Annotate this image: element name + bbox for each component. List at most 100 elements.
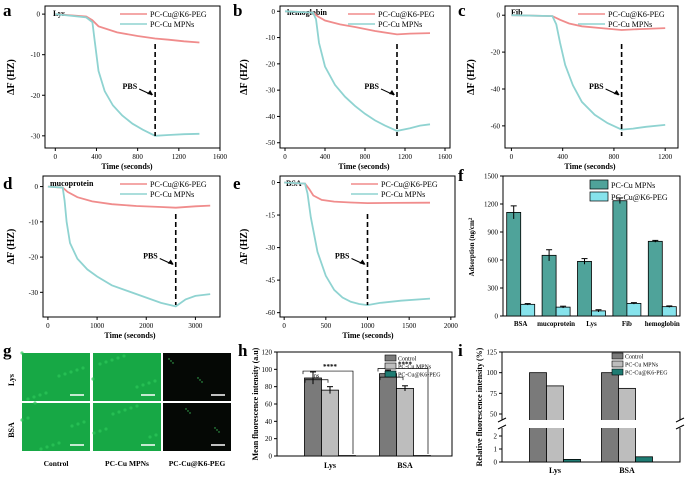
row-label-g: Lys (7, 374, 16, 386)
pbs-label-d: PBS (143, 252, 158, 261)
bar-f (577, 260, 592, 317)
pbs-arrowhead-b (389, 90, 395, 95)
panel-letter-a: a (3, 1, 12, 20)
fluor-spot-g (187, 410, 189, 412)
y-tick-label-i: 125 (487, 349, 498, 357)
x-tick-label-d: 0 (46, 322, 50, 330)
bar-f (520, 303, 536, 317)
y-tick-label-d: -20 (29, 254, 39, 262)
series-line-c (511, 14, 666, 31)
y-tick-label-e: -60 (266, 309, 276, 317)
y-tick-label-b: -20 (266, 60, 276, 68)
fluor-spot-g (185, 408, 187, 410)
x-tick-label-b: 1600 (438, 153, 453, 161)
x-tick-label-c: 800 (609, 153, 620, 161)
fluor-spot-g (26, 397, 30, 401)
micrograph-g (22, 353, 90, 401)
series-line-b (284, 10, 431, 132)
fluor-spot-g (57, 441, 61, 445)
fluor-spot-g (82, 420, 86, 424)
sig-label-h: **** (398, 360, 413, 368)
x-tick-label-e: 500 (321, 322, 332, 330)
y-tick-label-h: 80 (265, 383, 273, 391)
col-label-g: PC-Cu MPNs (105, 459, 149, 468)
fluor-spot-g (63, 372, 67, 376)
x-axis-label-e: Time (seconds) (342, 331, 394, 340)
fluor-spot-g (116, 356, 120, 360)
x-axis-label-d: Time (seconds) (104, 331, 156, 340)
y-tick-label-h: 100 (262, 366, 273, 374)
fluor-spot-g (199, 379, 201, 381)
panel-letter-e: e (233, 174, 241, 193)
plot-frame-c (504, 5, 679, 149)
y-tick-label-c: -20 (491, 49, 501, 57)
y-tick-label-a: -20 (31, 92, 41, 100)
series-line-d (47, 185, 211, 308)
y-tick-label-f: 0 (495, 313, 499, 321)
bar-h (396, 387, 414, 457)
fluor-spot-g (69, 370, 73, 374)
bar-h (304, 377, 322, 457)
x-tick-label-c: 1200 (658, 153, 673, 161)
fluor-spot-g (117, 410, 121, 414)
pbs-label-c: PBS (589, 82, 604, 91)
micrograph-g (93, 353, 161, 401)
bar-i (563, 458, 581, 463)
micrograph-g (93, 403, 161, 451)
protein-label-c: Fib (511, 8, 523, 17)
fluor-spot-g (154, 433, 158, 437)
micrograph-g (163, 353, 231, 401)
legend-label-e: PC-Cu MPNs (381, 190, 425, 199)
panel-letter-g: g (3, 341, 12, 360)
legend-swatch-h (384, 370, 397, 378)
legend-label-i: PC-Cu MPNs (625, 363, 659, 369)
fluor-spot-g (91, 377, 95, 381)
pbs-label-e: PBS (335, 252, 350, 261)
y-tick-label-h: 120 (262, 349, 273, 357)
bar-f (661, 306, 677, 317)
y-tick-label-a: 0 (37, 11, 41, 19)
y-tick-label-f: 1500 (484, 173, 499, 181)
y-tick-label-e: -45 (266, 277, 276, 285)
legend-label-b: PC-Cu@K6-PEG (378, 10, 435, 19)
plot-frame-b (279, 5, 451, 149)
pbs-arrowhead-a (147, 90, 154, 95)
fluor-spot-g (153, 379, 157, 383)
panel-letter-h: h (238, 341, 248, 360)
x-tick-label-c: 0 (510, 153, 514, 161)
legend-label-a: PC-Cu@K6-PEG (150, 10, 207, 19)
legend-swatch-i (611, 368, 624, 376)
legend-label-b: PC-Cu MPNs (378, 20, 422, 29)
pbs-label-a: PBS (122, 82, 137, 91)
axis-break-mark-i (675, 424, 685, 430)
y-tick-label-i: 75 (490, 390, 498, 398)
y-axis-label-f: Adsorption (ng/cm2 (468, 217, 476, 276)
fluor-spot-g (110, 358, 114, 362)
x-tick-label-h: BSA (397, 461, 413, 470)
x-tick-label-f: mucoprotein (537, 320, 575, 328)
sig-label-h: **** (323, 363, 338, 371)
y-tick-label-a: -10 (31, 51, 41, 59)
y-axis-label-d: ΔF (HZ) (6, 229, 17, 265)
x-tick-label-e: 0 (282, 322, 286, 330)
y-tick-label-h: 0 (269, 453, 273, 461)
x-axis-label-c: Time (seconds) (564, 162, 616, 171)
bar-f (555, 306, 571, 317)
fluor-spot-g (122, 354, 126, 358)
bar-f (647, 240, 663, 317)
x-tick-label-b: 0 (283, 153, 287, 161)
series-line-c (511, 14, 666, 131)
fluor-spot-g (32, 395, 36, 399)
x-axis-label-b: Time (seconds) (338, 162, 390, 171)
fluor-spot-g (129, 406, 133, 410)
axis-break-mark-i (497, 424, 507, 430)
fluor-spot-g (218, 431, 220, 433)
legend-label-d: PC-Cu@K6-PEG (150, 180, 207, 189)
sig-bracket-h (302, 370, 354, 454)
fluor-spot-g (104, 360, 108, 364)
protein-label-d: mucoprotein (50, 179, 94, 188)
bar-f (626, 302, 642, 317)
row-label-g: BSA (7, 422, 16, 438)
fluor-spot-g (123, 408, 127, 412)
